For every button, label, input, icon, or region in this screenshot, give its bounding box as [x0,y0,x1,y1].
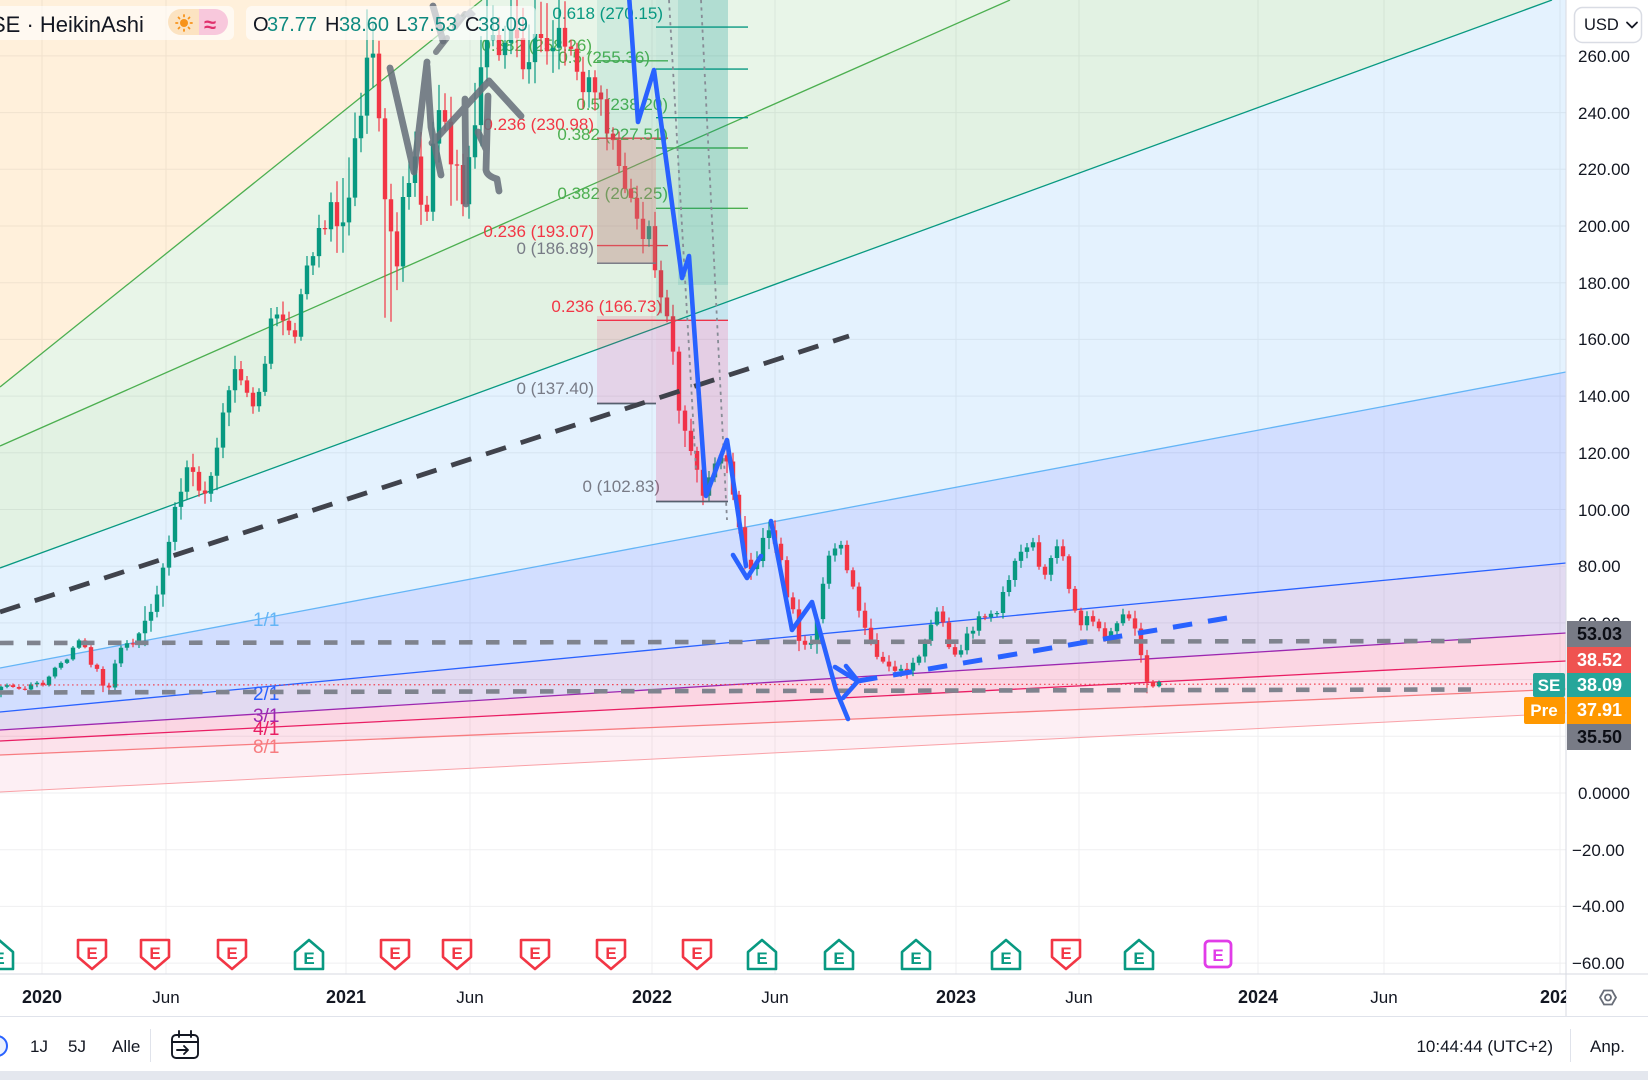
svg-text:260.00: 260.00 [1578,47,1630,66]
svg-text:38.09: 38.09 [478,14,528,36]
svg-text:2020: 2020 [22,987,62,1007]
svg-text:E: E [303,949,314,968]
svg-text:E: E [691,944,702,963]
svg-text:240.00: 240.00 [1578,104,1630,123]
svg-text:37.91: 37.91 [1577,700,1622,720]
svg-text:38.60: 38.60 [339,14,389,36]
svg-text:SE: SE [1538,676,1561,695]
svg-text:E: E [389,944,400,963]
svg-text:2024: 2024 [1238,987,1278,1007]
svg-text:0.382 (206.25): 0.382 (206.25) [557,184,668,203]
svg-text:4/1: 4/1 [253,719,279,740]
svg-text:0.236 (193.07): 0.236 (193.07) [483,222,594,241]
svg-text:53.03: 53.03 [1577,624,1622,644]
svg-text:E: E [605,944,616,963]
svg-text:80.00: 80.00 [1578,557,1621,576]
svg-text:2022: 2022 [632,987,672,1007]
svg-text:0.236 (230.98): 0.236 (230.98) [483,115,594,134]
svg-text:180.00: 180.00 [1578,274,1630,293]
svg-text:E: E [756,949,767,968]
svg-text:Jun: Jun [1065,988,1092,1007]
svg-text:E: E [1000,949,1011,968]
svg-text:E: E [149,944,160,963]
svg-text:Jun: Jun [152,988,179,1007]
svg-text:2/1: 2/1 [253,684,279,705]
svg-text:E: E [529,944,540,963]
svg-text:L: L [396,14,407,36]
svg-text:1/1: 1/1 [253,610,279,631]
svg-text:200.00: 200.00 [1578,217,1630,236]
svg-text:8/1: 8/1 [253,737,279,758]
svg-text:37.53: 37.53 [407,14,457,36]
svg-text:−20.00: −20.00 [1572,841,1624,860]
svg-text:−60.00: −60.00 [1572,954,1624,973]
svg-text:≈: ≈ [204,12,216,37]
svg-text:E: E [226,944,237,963]
svg-text:E: E [86,944,97,963]
svg-text:2025: 2025 [1540,987,1580,1007]
svg-text:0.5 (255.36): 0.5 (255.36) [558,48,650,67]
svg-text:H: H [325,14,339,36]
svg-text:C: C [465,14,479,36]
svg-text:38.09: 38.09 [1577,675,1622,695]
svg-text:35.50: 35.50 [1577,727,1622,747]
svg-text:1J: 1J [30,1037,48,1056]
svg-text:Jun: Jun [1370,988,1397,1007]
svg-text:10:44:44 (UTC+2): 10:44:44 (UTC+2) [1416,1037,1553,1056]
svg-text:−40.00: −40.00 [1572,897,1624,916]
svg-text:0 (137.40): 0 (137.40) [517,379,595,398]
svg-text:Jun: Jun [761,988,788,1007]
svg-text:Anp.: Anp. [1590,1037,1625,1056]
svg-text:100.00: 100.00 [1578,501,1630,520]
svg-text:USD: USD [1584,16,1619,34]
svg-text:E: E [1133,949,1144,968]
svg-text:3/1: 3/1 [253,706,279,727]
svg-text:38.52: 38.52 [1577,650,1622,670]
svg-text:0 (102.83): 0 (102.83) [583,477,661,496]
svg-text:0 (186.89): 0 (186.89) [517,239,595,258]
svg-text:37.77: 37.77 [267,14,317,36]
svg-text:E: E [0,949,5,968]
svg-text:O: O [253,14,269,36]
svg-text:2021: 2021 [326,987,366,1007]
svg-text:5J: 5J [68,1037,86,1056]
svg-text:0.0000: 0.0000 [1578,784,1630,803]
svg-text:E: E [451,944,462,963]
svg-text:0.618 (270.15): 0.618 (270.15) [552,4,663,23]
svg-text:160.00: 160.00 [1578,330,1630,349]
svg-text:E: E [1060,944,1071,963]
svg-text:2023: 2023 [936,987,976,1007]
svg-text:220.00: 220.00 [1578,160,1630,179]
svg-text:E: E [910,949,921,968]
svg-text:Jun: Jun [456,988,483,1007]
svg-text:Pre: Pre [1530,701,1557,720]
svg-text:0.236 (166.73): 0.236 (166.73) [551,297,662,316]
svg-text:Alle: Alle [112,1037,140,1056]
svg-text:E: E [1212,946,1223,965]
svg-text:SE · HeikinAshi: SE · HeikinAshi [0,12,144,37]
svg-text:140.00: 140.00 [1578,387,1630,406]
svg-text:E: E [833,949,844,968]
svg-text:120.00: 120.00 [1578,444,1630,463]
